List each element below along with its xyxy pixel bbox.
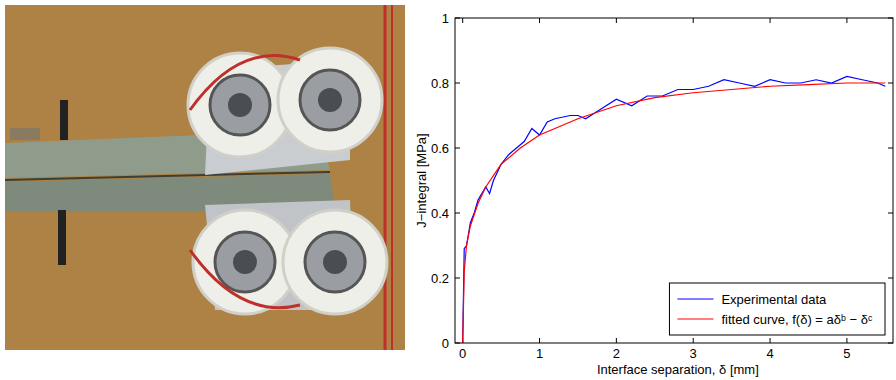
bearing — [210, 75, 270, 135]
legend-box — [669, 283, 885, 335]
y-tick — [455, 278, 460, 279]
x-tick-label: 1 — [536, 346, 543, 361]
x-axis-title: Interface separation, δ [mm] — [597, 362, 759, 377]
crack — [5, 172, 330, 180]
sensor — [58, 210, 66, 265]
x-tick-label: 0 — [459, 346, 466, 361]
x-tick — [462, 18, 463, 23]
series-line — [463, 83, 886, 343]
nut — [318, 88, 342, 112]
x-tick — [693, 18, 694, 23]
series-group — [463, 77, 886, 344]
string — [384, 5, 387, 350]
x-tick — [846, 18, 847, 23]
series-line — [463, 77, 886, 344]
bearing — [215, 232, 275, 292]
y-tick-label: 1 — [442, 11, 449, 26]
sensor — [60, 100, 68, 140]
wheel — [283, 210, 387, 314]
bearing — [300, 70, 360, 130]
nut — [233, 250, 257, 274]
plot-frame — [455, 18, 893, 343]
y-tick-label: 0.6 — [431, 141, 449, 156]
legend-label: Experimental data — [721, 292, 827, 307]
y-axis-title: J−integral [MPa] — [414, 133, 429, 227]
x-tick — [693, 338, 694, 343]
nut — [323, 250, 347, 274]
y-tick-label: 0.2 — [431, 271, 449, 286]
y-tick — [888, 148, 893, 149]
x-tick-label: 5 — [843, 346, 850, 361]
legend-label: fitted curve, f(δ) = aδᵇ − δᶜ — [721, 312, 873, 327]
string — [391, 5, 393, 350]
photo-background — [5, 5, 405, 350]
y-tick — [455, 148, 460, 149]
legend-swatch — [677, 298, 713, 299]
y-tick — [888, 213, 893, 214]
x-tick — [616, 338, 617, 343]
photo-shade — [5, 5, 405, 350]
string — [190, 56, 300, 308]
wheel — [188, 53, 292, 157]
x-tick — [846, 338, 847, 343]
plot-area — [455, 18, 893, 343]
y-tick — [888, 83, 893, 84]
y-tick — [455, 83, 460, 84]
x-tick-label: 4 — [766, 346, 773, 361]
figure: 0 1 2 3 4 5 0 0.2 0.4 0.6 0.8 1 Interface separation… — [0, 0, 896, 380]
x-tick — [770, 338, 771, 343]
legend: Experimental data fitted curve, f(δ) = aδ… — [669, 283, 885, 335]
x-tick-label: 2 — [613, 346, 620, 361]
wheel — [278, 48, 382, 152]
y-tick-label: 0.8 — [431, 76, 449, 91]
bearing — [305, 232, 365, 292]
legend-swatch — [677, 318, 713, 319]
nut — [228, 93, 252, 117]
y-tick — [888, 278, 893, 279]
x-tick — [539, 18, 540, 23]
x-tick — [616, 18, 617, 23]
photo — [5, 5, 405, 350]
sensor — [10, 128, 40, 140]
y-tick-label: 0 — [442, 336, 449, 351]
x-tick-label: 3 — [690, 346, 697, 361]
y-tick-label: 0.4 — [431, 206, 449, 221]
x-tick — [770, 18, 771, 23]
x-tick — [539, 338, 540, 343]
y-tick — [455, 213, 460, 214]
